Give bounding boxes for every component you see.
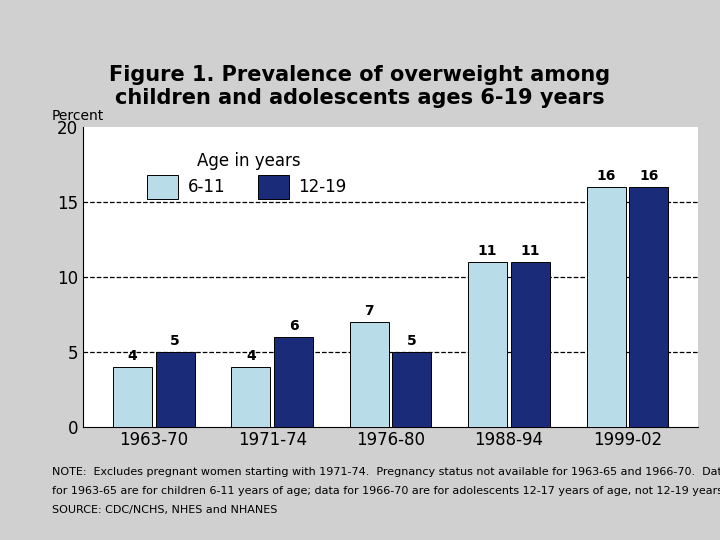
Text: 4: 4 (127, 349, 138, 363)
Text: 4: 4 (246, 349, 256, 363)
FancyBboxPatch shape (148, 175, 179, 199)
Text: Age in years: Age in years (197, 152, 301, 171)
Text: SOURCE: CDC/NCHS, NHES and NHANES: SOURCE: CDC/NCHS, NHES and NHANES (52, 505, 277, 515)
Bar (587, 187, 626, 427)
Bar (113, 367, 152, 427)
Text: 5: 5 (407, 334, 417, 348)
Text: 6-11: 6-11 (187, 178, 225, 196)
Text: NOTE:  Excludes pregnant women starting with 1971-74.  Pregnancy status not avai: NOTE: Excludes pregnant women starting w… (52, 467, 720, 477)
Bar (350, 322, 389, 427)
Text: Percent: Percent (52, 109, 104, 123)
Text: 12-19: 12-19 (298, 178, 346, 196)
Bar (629, 187, 668, 427)
Text: for 1963-65 are for children 6-11 years of age; data for 1966-70 are for adolesc: for 1963-65 are for children 6-11 years … (52, 486, 720, 496)
Text: 11: 11 (521, 244, 540, 258)
Text: 5: 5 (170, 334, 180, 348)
Bar (156, 352, 194, 427)
Bar (392, 352, 431, 427)
Text: 11: 11 (478, 244, 498, 258)
Text: 16: 16 (596, 169, 616, 183)
Bar (274, 337, 313, 427)
Text: 6: 6 (289, 319, 298, 333)
Bar (468, 262, 507, 427)
FancyBboxPatch shape (258, 175, 289, 199)
Text: 16: 16 (639, 169, 658, 183)
Bar (231, 367, 271, 427)
Text: Figure 1. Prevalence of overweight among
children and adolescents ages 6-19 year: Figure 1. Prevalence of overweight among… (109, 65, 611, 108)
Bar (510, 262, 550, 427)
Text: 7: 7 (364, 304, 374, 318)
